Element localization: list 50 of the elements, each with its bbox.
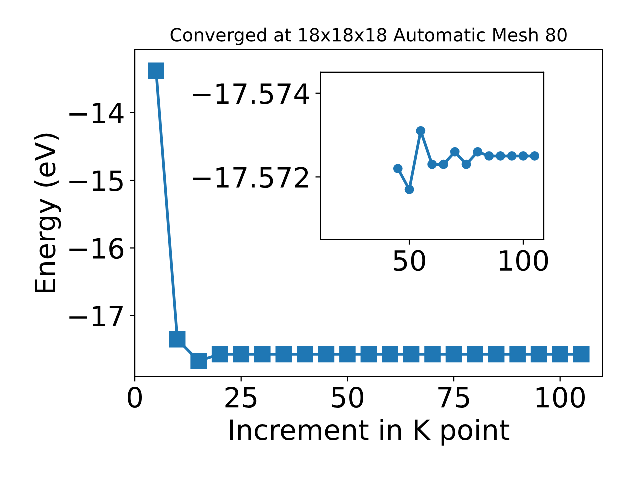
point — [360, 346, 378, 363]
x-tick-label: 50 — [394, 250, 426, 272]
point — [462, 160, 472, 170]
point — [473, 147, 483, 157]
point — [404, 185, 414, 194]
point — [450, 147, 460, 157]
y-tick-label: −17.574 — [193, 84, 310, 104]
point — [507, 152, 517, 161]
point — [552, 346, 569, 363]
y-tick-label: −17 — [70, 306, 123, 326]
point — [318, 346, 335, 363]
point — [496, 152, 506, 161]
x-tick-label: 100 — [536, 387, 586, 408]
point — [393, 164, 403, 174]
point — [382, 346, 398, 363]
point — [403, 346, 420, 363]
point — [446, 346, 462, 363]
point — [530, 346, 548, 363]
x-tick-label: 25 — [226, 387, 257, 408]
y-axis-title: Energy (eV) — [34, 134, 62, 293]
point — [467, 346, 484, 363]
x-tick-label: 50 — [332, 387, 364, 408]
chart-title: Converged at 18x18x18 Automatic Mesh 80 — [170, 28, 567, 46]
point — [233, 346, 250, 363]
point — [488, 346, 505, 363]
point — [254, 346, 271, 363]
y-tick-label: −14 — [70, 103, 124, 124]
x-tick-label: 100 — [500, 250, 548, 272]
point — [484, 152, 494, 161]
y-tick-label: −16 — [70, 238, 124, 260]
point — [510, 346, 526, 363]
x-tick-label: 0 — [128, 387, 142, 408]
point — [439, 160, 448, 170]
point — [530, 152, 540, 161]
point — [340, 346, 356, 363]
point — [518, 152, 528, 161]
point — [428, 160, 438, 170]
point — [212, 346, 228, 363]
point — [190, 353, 207, 370]
point — [276, 346, 292, 363]
point — [573, 346, 590, 363]
point — [416, 126, 426, 136]
x-tick-label: 75 — [438, 387, 470, 408]
point — [424, 346, 441, 363]
point — [297, 346, 314, 363]
point — [169, 331, 186, 348]
point — [148, 62, 164, 80]
y-tick-label: −17.572 — [193, 167, 308, 188]
y-tick-label: −15 — [70, 170, 123, 192]
x-axis-title: Increment in K point — [230, 418, 510, 446]
